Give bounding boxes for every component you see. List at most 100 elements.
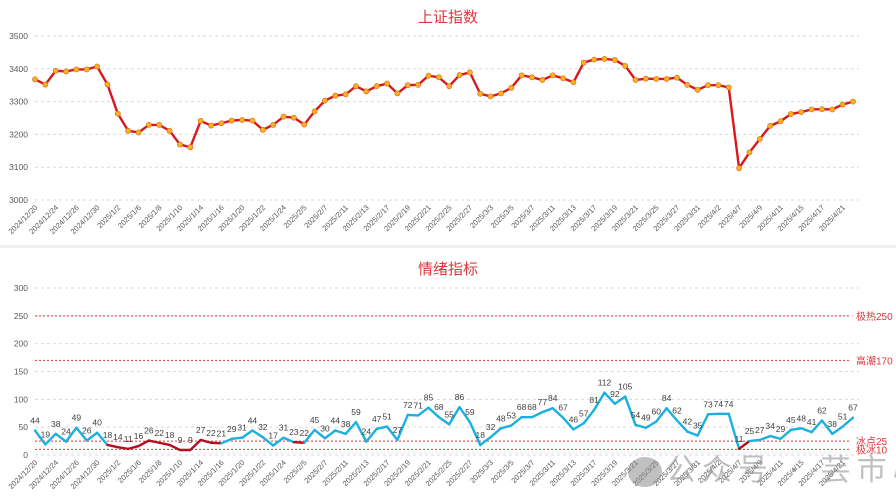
data-label: 68 [517, 402, 527, 412]
data-label: 59 [351, 407, 361, 417]
data-label: 9 [178, 435, 183, 445]
data-point [394, 90, 401, 97]
y-tick-label: 200 [14, 339, 28, 349]
data-point [311, 108, 318, 115]
data-point [114, 110, 121, 117]
data-point [518, 72, 525, 79]
sentiment-segment [344, 420, 358, 436]
data-label: 68 [527, 402, 537, 412]
sentiment-segment [841, 416, 855, 428]
data-label: 49 [641, 413, 651, 423]
y-tick-label: 100 [14, 394, 28, 404]
y-tick-label: 300 [14, 283, 28, 293]
data-point [415, 81, 422, 88]
sentiment-segment [365, 427, 378, 443]
data-point [280, 113, 287, 120]
sentiment-segment [323, 429, 337, 440]
watermark: 公众号 · 芸市心得 [628, 445, 896, 489]
data-point [643, 75, 649, 82]
sentiment-segment [820, 419, 834, 436]
data-point [839, 101, 846, 108]
data-label: 35 [693, 421, 703, 431]
data-label: 81 [589, 395, 599, 405]
y-tick-label: 50 [19, 422, 29, 432]
data-point [208, 122, 214, 129]
data-point [135, 129, 142, 136]
data-point [73, 66, 80, 73]
sentiment-segment [416, 406, 430, 417]
sentiment-segment [768, 434, 782, 441]
sentiment-segment [582, 408, 596, 425]
data-point [756, 136, 763, 142]
sentiment-segment [603, 391, 617, 405]
data-point [270, 121, 277, 128]
sentiment-segment [479, 435, 492, 447]
data-point [591, 56, 598, 63]
data-label: 51 [838, 412, 848, 422]
data-label: 21 [217, 428, 227, 438]
data-label: 92 [610, 389, 620, 399]
data-label: 46 [569, 414, 579, 424]
watermark-text: 公众号 · 芸市心得 [666, 453, 896, 488]
sentiment-segment [189, 438, 202, 452]
data-label: 86 [455, 392, 465, 402]
data-point [125, 127, 132, 134]
data-point [601, 56, 608, 62]
data-label: 67 [558, 403, 568, 413]
data-point [611, 57, 618, 63]
data-label: 16 [134, 431, 144, 441]
wechat-icon [628, 456, 662, 487]
data-point [63, 68, 69, 75]
data-label: 74 [724, 399, 734, 409]
data-point [850, 98, 856, 105]
data-label: 32 [486, 422, 496, 432]
reference-label: 极冰10 [856, 443, 888, 456]
data-point [529, 74, 535, 81]
data-label: 27 [755, 425, 765, 435]
index-line [34, 57, 854, 172]
sentiment-segment [282, 436, 296, 444]
sentiment-segment [354, 420, 368, 443]
sentiment-segment [499, 424, 513, 430]
data-point [156, 121, 163, 128]
data-point [83, 66, 90, 73]
data-point [363, 88, 370, 95]
sentiment-segment [375, 425, 389, 431]
data-label: 38 [341, 419, 351, 429]
data-point [808, 106, 815, 113]
data-label: 29 [227, 424, 237, 434]
data-point [342, 91, 349, 98]
sentiment-segment [137, 439, 151, 448]
data-point [404, 82, 411, 89]
data-point [466, 69, 473, 76]
sentiment-segment [447, 405, 461, 426]
data-label: 31 [279, 423, 289, 433]
data-point [829, 106, 836, 113]
data-label: 26 [144, 426, 154, 436]
sentiment-segment [592, 391, 606, 412]
data-label: 29 [776, 424, 786, 434]
data-label: 34 [765, 421, 775, 431]
data-label: 53 [507, 410, 517, 420]
data-label: 57 [579, 408, 589, 418]
sentiment-segment [572, 422, 585, 431]
sentiment-segment [634, 423, 648, 429]
sentiment-segment [147, 439, 161, 444]
sentiment-segment [489, 427, 503, 439]
data-point [798, 109, 805, 115]
sentiment-segment [758, 434, 772, 442]
data-label: 24 [61, 427, 71, 437]
reference-label: 高潮170 [856, 354, 893, 367]
bottom-chart-title: 情绪指标 [417, 260, 478, 278]
data-point [477, 90, 484, 97]
data-point [145, 121, 152, 128]
data-label: 25 [745, 426, 755, 436]
data-point [632, 77, 639, 83]
data-point [487, 93, 494, 100]
data-label: 26 [82, 426, 92, 436]
data-point [218, 120, 225, 127]
sentiment-segment [126, 444, 140, 451]
data-point [549, 72, 556, 79]
y-tick-label: 3400 [9, 64, 28, 74]
data-point [580, 59, 587, 66]
